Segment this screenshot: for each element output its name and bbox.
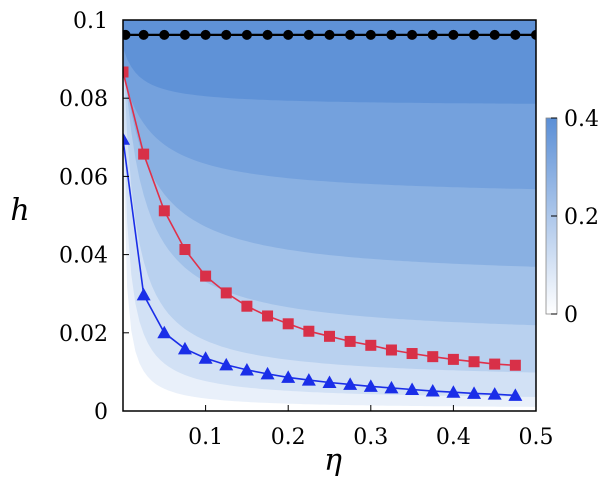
colorbar-ticks: 0 0.2 0.4 <box>551 107 599 328</box>
x-tick-label: 0.3 <box>353 425 388 450</box>
point-circle <box>123 29 131 40</box>
point-square <box>123 66 129 78</box>
point-triangle <box>136 287 151 301</box>
point-square <box>220 287 232 299</box>
point-triangle <box>239 362 254 376</box>
point-circle <box>221 29 232 40</box>
series-triangle <box>123 132 523 401</box>
point-circle <box>262 29 273 40</box>
y-axis-label: h <box>10 193 29 228</box>
y-tick-label: 0.06 <box>59 165 108 190</box>
point-square <box>447 353 459 365</box>
point-circle <box>138 29 149 40</box>
point-circle <box>531 29 536 40</box>
point-triangle <box>177 341 192 355</box>
axis-ticks: 0.1 0.2 0.3 0.4 0.5 0 0.02 0.04 0.06 0.08 0.1 <box>59 9 553 450</box>
point-triangle <box>260 366 275 380</box>
y-tick-label: 0.08 <box>59 87 108 112</box>
x-tick-label: 0.5 <box>519 425 554 450</box>
point-circle <box>448 29 459 40</box>
point-square <box>509 359 521 371</box>
point-circle <box>283 29 294 40</box>
point-triangle <box>467 386 482 399</box>
point-square <box>468 356 480 368</box>
point-triangle <box>425 384 440 397</box>
band-0 <box>123 20 536 104</box>
point-triangle <box>281 370 296 383</box>
point-circle <box>407 29 418 40</box>
y-tick-label: 0 <box>94 400 108 425</box>
point-triangle <box>301 373 316 386</box>
point-square <box>303 325 315 337</box>
point-triangle <box>446 385 461 398</box>
point-triangle <box>405 382 420 395</box>
point-triangle <box>343 377 358 390</box>
x-tick-label: 0.2 <box>271 425 306 450</box>
point-square <box>158 205 170 217</box>
point-circle <box>345 29 356 40</box>
point-square <box>241 300 253 312</box>
point-square <box>344 335 356 347</box>
point-circle <box>386 29 397 40</box>
x-tick-label: 0.4 <box>436 425 471 450</box>
y-tick-label: 0.04 <box>59 244 108 269</box>
series-circle <box>123 29 536 40</box>
point-square <box>262 310 274 322</box>
contour-bands <box>123 20 536 411</box>
point-circle <box>200 29 211 40</box>
point-circle <box>303 29 314 40</box>
point-circle <box>365 29 376 40</box>
point-circle <box>510 29 521 40</box>
point-circle <box>241 29 252 40</box>
colorbar-tick-label: 0.2 <box>564 205 599 230</box>
point-circle <box>159 29 170 40</box>
point-square <box>282 318 294 330</box>
point-circle <box>489 29 500 40</box>
point-triangle <box>487 387 502 400</box>
series-square <box>123 66 521 371</box>
point-triangle <box>157 325 172 339</box>
point-square <box>324 330 335 342</box>
point-square <box>365 339 377 351</box>
x-axis-label: η <box>324 443 342 478</box>
point-circle <box>324 29 335 40</box>
point-triangle <box>198 351 213 364</box>
point-circle <box>427 29 438 40</box>
point-square <box>138 148 150 160</box>
point-square <box>427 351 439 363</box>
point-square <box>489 358 501 370</box>
y-tick-label: 0.02 <box>59 322 108 347</box>
colorbar-tick-label: 0 <box>564 303 578 328</box>
plot-frame <box>122 19 537 412</box>
point-triangle <box>384 380 399 394</box>
point-circle <box>469 29 480 40</box>
point-triangle <box>123 132 130 145</box>
point-square <box>406 348 418 360</box>
series-layer <box>123 29 536 401</box>
x-tick-label: 0.1 <box>188 425 223 450</box>
y-tick-label: 0.1 <box>73 9 108 34</box>
colorbar-tick-label: 0.4 <box>564 107 599 132</box>
point-square <box>385 344 397 356</box>
point-triangle <box>508 388 523 401</box>
point-triangle <box>363 379 378 392</box>
point-triangle <box>219 357 234 371</box>
point-square <box>200 270 212 282</box>
point-triangle <box>322 375 337 388</box>
point-square <box>179 244 191 256</box>
point-circle <box>179 29 190 40</box>
